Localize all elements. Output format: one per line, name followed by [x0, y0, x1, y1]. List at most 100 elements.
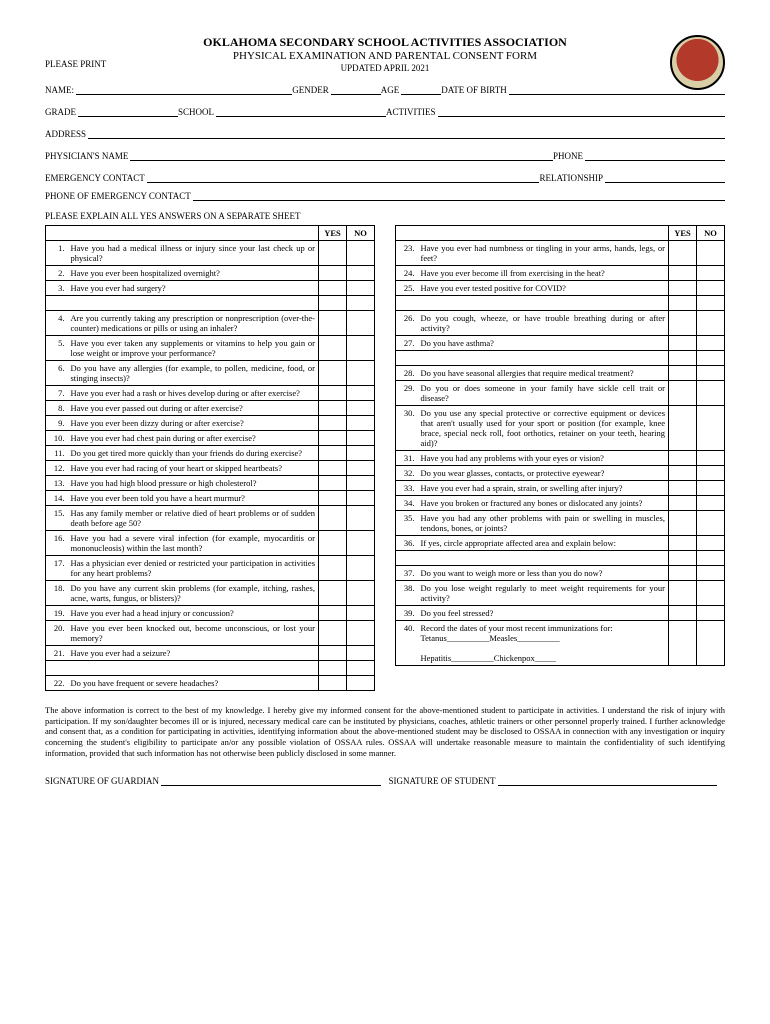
no-cell[interactable]: [697, 336, 725, 351]
yes-cell[interactable]: [319, 606, 347, 621]
no-cell[interactable]: [347, 281, 375, 296]
no-cell[interactable]: [347, 676, 375, 691]
no-cell[interactable]: [347, 431, 375, 446]
gender-input[interactable]: [331, 85, 381, 95]
guardian-sig-input[interactable]: [161, 776, 380, 786]
no-cell[interactable]: [347, 241, 375, 266]
no-cell[interactable]: [347, 606, 375, 621]
no-cell[interactable]: [697, 381, 725, 406]
yes-cell[interactable]: [319, 581, 347, 606]
no-cell[interactable]: [697, 511, 725, 536]
yes-cell[interactable]: [319, 416, 347, 431]
no-cell[interactable]: [347, 491, 375, 506]
no-cell[interactable]: [347, 581, 375, 606]
no-cell[interactable]: [697, 296, 725, 311]
age-input[interactable]: [401, 85, 441, 95]
no-cell[interactable]: [697, 281, 725, 296]
yes-cell[interactable]: [319, 556, 347, 581]
no-cell[interactable]: [347, 266, 375, 281]
emergency-phone-input[interactable]: [193, 191, 725, 201]
no-cell[interactable]: [697, 241, 725, 266]
activities-input[interactable]: [438, 107, 725, 117]
yes-cell[interactable]: [319, 296, 347, 311]
no-cell[interactable]: [347, 311, 375, 336]
no-cell[interactable]: [697, 481, 725, 496]
yes-cell[interactable]: [319, 336, 347, 361]
no-cell[interactable]: [347, 416, 375, 431]
yes-cell[interactable]: [319, 446, 347, 461]
yes-cell[interactable]: [669, 311, 697, 336]
no-cell[interactable]: [697, 406, 725, 451]
yes-cell[interactable]: [319, 661, 347, 676]
no-cell[interactable]: [697, 496, 725, 511]
no-cell[interactable]: [347, 531, 375, 556]
grade-input[interactable]: [78, 107, 178, 117]
yes-cell[interactable]: [669, 466, 697, 481]
no-cell[interactable]: [347, 661, 375, 676]
no-cell[interactable]: [347, 621, 375, 646]
yes-cell[interactable]: [669, 351, 697, 366]
yes-cell[interactable]: [669, 511, 697, 536]
yes-cell[interactable]: [319, 401, 347, 416]
no-cell[interactable]: [697, 311, 725, 336]
yes-cell[interactable]: [319, 386, 347, 401]
no-cell[interactable]: [347, 506, 375, 531]
relationship-input[interactable]: [605, 173, 725, 183]
no-cell[interactable]: [347, 446, 375, 461]
yes-cell[interactable]: [319, 361, 347, 386]
yes-cell[interactable]: [669, 606, 697, 621]
yes-cell[interactable]: [319, 281, 347, 296]
no-cell[interactable]: [697, 566, 725, 581]
no-cell[interactable]: [347, 476, 375, 491]
no-cell[interactable]: [347, 401, 375, 416]
yes-cell[interactable]: [319, 241, 347, 266]
yes-cell[interactable]: [319, 646, 347, 661]
yes-cell[interactable]: [319, 461, 347, 476]
no-cell[interactable]: [347, 461, 375, 476]
no-cell[interactable]: [697, 581, 725, 606]
yes-cell[interactable]: [669, 581, 697, 606]
no-cell[interactable]: [697, 551, 725, 566]
yes-cell[interactable]: [669, 266, 697, 281]
yes-cell[interactable]: [669, 536, 697, 551]
yes-cell[interactable]: [669, 241, 697, 266]
no-cell[interactable]: [697, 536, 725, 551]
no-cell[interactable]: [697, 451, 725, 466]
yes-cell[interactable]: [669, 481, 697, 496]
yes-cell[interactable]: [319, 531, 347, 556]
no-cell[interactable]: [347, 336, 375, 361]
no-cell[interactable]: [347, 556, 375, 581]
no-cell[interactable]: [697, 366, 725, 381]
yes-cell[interactable]: [669, 381, 697, 406]
yes-cell[interactable]: [319, 311, 347, 336]
no-cell[interactable]: [347, 646, 375, 661]
emergency-input[interactable]: [147, 173, 540, 183]
no-cell[interactable]: [697, 351, 725, 366]
yes-cell[interactable]: [319, 476, 347, 491]
yes-cell[interactable]: [669, 621, 697, 666]
yes-cell[interactable]: [669, 551, 697, 566]
student-sig-input[interactable]: [498, 776, 717, 786]
yes-cell[interactable]: [669, 496, 697, 511]
yes-cell[interactable]: [319, 506, 347, 531]
yes-cell[interactable]: [669, 296, 697, 311]
phone-input[interactable]: [585, 151, 725, 161]
yes-cell[interactable]: [319, 431, 347, 446]
yes-cell[interactable]: [319, 676, 347, 691]
no-cell[interactable]: [347, 361, 375, 386]
no-cell[interactable]: [697, 621, 725, 666]
yes-cell[interactable]: [319, 491, 347, 506]
no-cell[interactable]: [697, 606, 725, 621]
physician-input[interactable]: [130, 151, 553, 161]
address-input[interactable]: [88, 129, 725, 139]
school-input[interactable]: [216, 107, 386, 117]
yes-cell[interactable]: [319, 621, 347, 646]
no-cell[interactable]: [697, 466, 725, 481]
yes-cell[interactable]: [669, 336, 697, 351]
yes-cell[interactable]: [319, 266, 347, 281]
yes-cell[interactable]: [669, 406, 697, 451]
yes-cell[interactable]: [669, 281, 697, 296]
no-cell[interactable]: [697, 266, 725, 281]
yes-cell[interactable]: [669, 566, 697, 581]
yes-cell[interactable]: [669, 451, 697, 466]
